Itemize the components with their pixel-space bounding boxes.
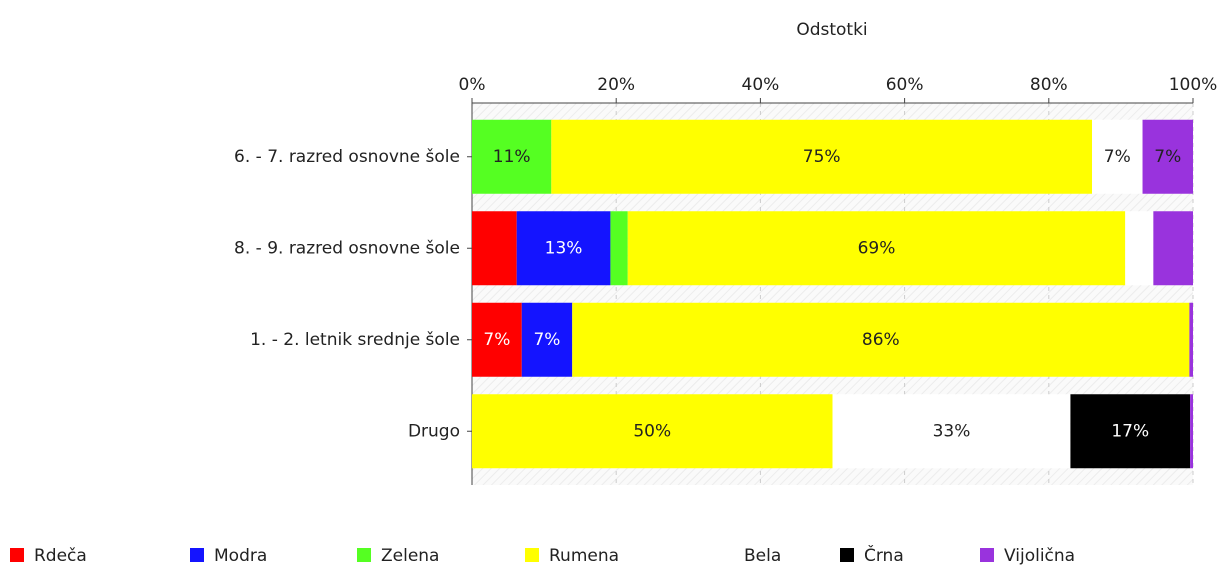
bar-segment <box>472 211 517 286</box>
bar-segment <box>472 302 522 377</box>
bar-segment <box>1125 211 1154 286</box>
bar-segment <box>627 211 1126 286</box>
legend-label: Modra <box>214 546 267 566</box>
bar-segment <box>521 302 573 377</box>
x-tick-label: 0% <box>459 75 486 95</box>
legend-label: Vijolična <box>1004 546 1075 566</box>
data-label: 86% <box>862 330 900 350</box>
legend-label: Bela <box>744 546 781 566</box>
legend-label: Rdeča <box>34 546 87 566</box>
y-tick-label: 8. - 9. razred osnovne šole <box>234 238 460 258</box>
bar-segment <box>1153 211 1193 286</box>
bar-segment <box>472 394 833 469</box>
data-label: 17% <box>1111 421 1149 441</box>
legend-swatch <box>980 548 994 562</box>
legend-label: Črna <box>864 544 904 566</box>
data-label: 7% <box>1104 147 1131 167</box>
legend-swatch <box>720 548 734 562</box>
legend-swatch <box>357 548 371 562</box>
bar-segment <box>516 211 611 286</box>
data-label: 69% <box>858 238 896 258</box>
bar-segment <box>1070 394 1191 469</box>
x-tick-label: 40% <box>742 75 780 95</box>
data-label: 50% <box>633 421 671 441</box>
data-label: 11% <box>493 147 531 167</box>
y-tick-label: 6. - 7. razred osnovne šole <box>234 147 460 167</box>
legend-label: Rumena <box>549 546 619 566</box>
bar-segment <box>610 211 628 286</box>
data-label: 75% <box>803 147 841 167</box>
data-label: 7% <box>533 330 560 350</box>
legend-label: Zelena <box>381 546 439 566</box>
x-tick-label: 80% <box>1030 75 1068 95</box>
data-label: 7% <box>1154 147 1181 167</box>
y-tick-label: 1. - 2. letnik srednje šole <box>250 330 460 350</box>
data-label: 13% <box>545 238 583 258</box>
x-tick-label: 100% <box>1169 75 1218 95</box>
bar-segment <box>551 119 1093 194</box>
bar-segment <box>1092 119 1143 194</box>
bar-segment <box>832 394 1071 469</box>
data-label: 33% <box>933 421 971 441</box>
x-tick-label: 60% <box>886 75 924 95</box>
legend-swatch <box>190 548 204 562</box>
legend-swatch <box>525 548 539 562</box>
legend-swatch <box>840 548 854 562</box>
bar-segment <box>1189 302 1193 377</box>
data-label: 7% <box>483 330 510 350</box>
bar-segment <box>572 302 1190 377</box>
legend-swatch <box>10 548 24 562</box>
axis-title: Odstotki <box>796 20 867 40</box>
bar-segment <box>1190 394 1193 469</box>
y-tick-label: Drugo <box>408 421 460 441</box>
x-tick-label: 20% <box>597 75 635 95</box>
bar-segment <box>472 119 552 194</box>
bar-segment <box>1142 119 1193 194</box>
